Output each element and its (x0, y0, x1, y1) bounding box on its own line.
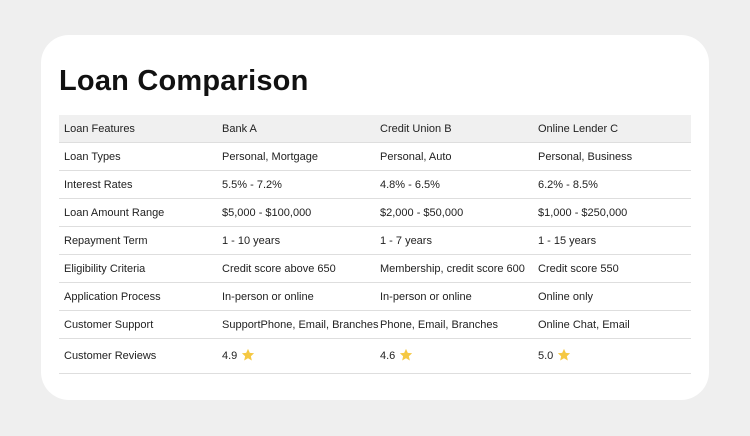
header-cell: Bank A (217, 115, 375, 143)
row-label: Loan Types (59, 142, 217, 171)
cell-text: 1 - 10 years (222, 234, 281, 247)
cell-text: Phone, Email, Branches (380, 318, 499, 331)
cell-text: 1 - 15 years (538, 234, 597, 247)
cell-text: 4.9 (222, 349, 238, 362)
card: Loan Comparison Loan Features Bank A Credi… (41, 35, 709, 400)
cell: 1 - 7 years (375, 226, 533, 255)
row-label: Loan Amount Range (59, 198, 217, 227)
cell-text: 6.2% - 8.5% (538, 178, 598, 191)
cell: 4.8% - 6.5% (375, 170, 533, 199)
cell: 5.5% - 7.2% (217, 170, 375, 199)
cell-text: Application Process (64, 290, 161, 303)
cell: 1 - 15 years (533, 226, 691, 255)
table-row: Application Process In-person or online In… (59, 282, 691, 311)
cell: Online only (533, 282, 691, 311)
cell: Personal, Mortgage (217, 142, 375, 171)
table-body: Loan Types Personal, Mortgage Personal, Au… (59, 142, 691, 374)
table-row: Interest Rates 5.5% - 7.2% 4.8% - 6.5% 6.2%… (59, 170, 691, 199)
cell: Personal, Business (533, 142, 691, 171)
cell: Phone, Email, Branches (375, 310, 533, 339)
row-label: Eligibility Criteria (59, 254, 217, 283)
cell: $1,000 - $250,000 (533, 198, 691, 227)
cell-text: Credit score 550 (538, 262, 619, 275)
table-row: Loan Types Personal, Mortgage Personal, Au… (59, 142, 691, 171)
cell-text: Repayment Term (64, 234, 148, 247)
cell: SupportPhone, Email, Branches (217, 310, 379, 339)
cell-text: Personal, Mortgage (222, 150, 318, 163)
cell: Personal, Auto (375, 142, 533, 171)
cell: 4.6 (375, 338, 533, 374)
table-row: Repayment Term 1 - 10 years 1 - 7 years 1 -… (59, 226, 691, 255)
star-icon (399, 348, 413, 365)
cell-text: Personal, Business (538, 150, 633, 163)
cell: 4.9 (217, 338, 375, 374)
cell-text: 5.5% - 7.2% (222, 178, 282, 191)
row-label: Customer Reviews (59, 338, 217, 374)
cell-text: $5,000 - $100,000 (222, 206, 312, 219)
cell-text: 4.6 (380, 349, 396, 362)
header-cell: Credit Union B (375, 115, 533, 143)
cell: Credit score above 650 (217, 254, 375, 283)
cell-text: Eligibility Criteria (64, 262, 146, 275)
cell-text: Customer Reviews (64, 350, 157, 362)
table-row: Loan Amount Range $5,000 - $100,000 $2,000… (59, 198, 691, 227)
cell-text: 1 - 7 years (380, 234, 432, 247)
table-row: Customer Reviews 4.9 4.6 5.0 (59, 338, 691, 374)
cell-text: $2,000 - $50,000 (380, 206, 464, 219)
row-label: Application Process (59, 282, 217, 311)
header-cell: Loan Features (59, 115, 217, 143)
cell-text: Customer Support (64, 318, 154, 331)
cell: In-person or online (375, 282, 533, 311)
cell: In-person or online (217, 282, 375, 311)
cell-text: 4.8% - 6.5% (380, 178, 440, 191)
cell: $2,000 - $50,000 (375, 198, 533, 227)
cell-text: $1,000 - $250,000 (538, 206, 628, 219)
cell-text: Credit score above 650 (222, 262, 336, 275)
cell-text: Loan Amount Range (64, 206, 165, 219)
title: Loan Comparison (59, 65, 309, 97)
row-label: Customer Support (59, 310, 217, 339)
cell-text: In-person or online (222, 290, 314, 303)
row-label: Interest Rates (59, 170, 217, 199)
cell: Credit score 550 (533, 254, 691, 283)
cell-text: 5.0 (538, 349, 554, 362)
cell: 5.0 (533, 338, 691, 374)
cell-text: In-person or online (380, 290, 472, 303)
star-icon (557, 348, 571, 365)
comparison-table: Loan Features Bank A Credit Union B Online … (59, 115, 691, 374)
cell-text: Personal, Auto (380, 150, 452, 163)
cell: 1 - 10 years (217, 226, 375, 255)
cell-text: Online Chat, Email (538, 318, 630, 331)
row-label: Repayment Term (59, 226, 217, 255)
header-row: Loan Features Bank A Credit Union B Online … (59, 115, 691, 143)
cell-text: SupportPhone, Email, Branches (222, 318, 379, 331)
table-row: Customer Support SupportPhone, Email, Bra… (59, 310, 691, 339)
cell: Online Chat, Email (533, 310, 691, 339)
table-row: Eligibility Criteria Credit score above 6… (59, 254, 691, 283)
header-cell: Online Lender C (533, 115, 691, 143)
cell: 6.2% - 8.5% (533, 170, 691, 199)
cell-text: Membership, credit score 600 (380, 262, 525, 275)
cell-text: Loan Types (64, 150, 121, 163)
star-icon (241, 348, 255, 365)
cell: $5,000 - $100,000 (217, 198, 375, 227)
cell: Membership, credit score 600 (375, 254, 533, 283)
cell-text: Online only (538, 290, 594, 303)
cell-text: Interest Rates (64, 178, 133, 191)
